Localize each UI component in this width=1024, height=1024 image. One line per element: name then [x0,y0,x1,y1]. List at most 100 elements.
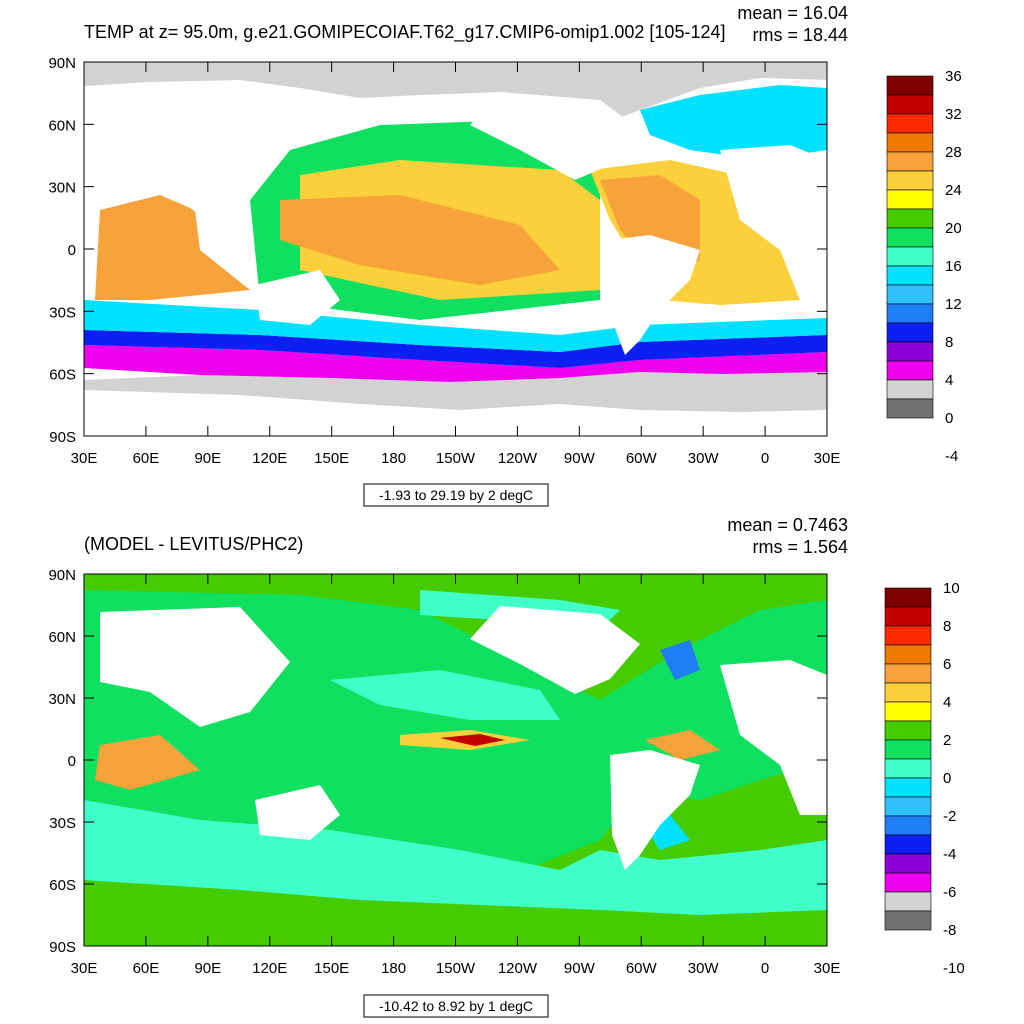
colorbar-swatch [886,303,934,324]
antarctic-ice [84,366,827,412]
gulf-stream-cold [660,640,700,680]
australia [255,270,340,325]
lon-label: 60E [133,960,160,977]
colorbar-label: 6 [943,656,951,673]
lat-label: 90N [48,55,76,72]
lon-label: 30E [814,450,841,467]
lat-label: 30S [49,304,76,321]
colorbar-swatch [884,777,932,798]
colorbar-swatch [886,379,934,400]
lon-axis: 30E 60E 90E 120E 150E 180 150W 120W 90W 60W 30W 0 30… [71,62,841,467]
lon-label: 90E [194,450,221,467]
lon-label: 0 [761,450,769,467]
lon-label: 30W [688,960,720,977]
colorbar-swatch [884,853,932,874]
lat-label: 90N [48,567,76,584]
colorbar-swatch [884,739,932,760]
lon-label: 120E [252,450,287,467]
arctic-ice [84,62,827,125]
rms-stat: rms = 1.564 [752,537,848,557]
colorbar-swatch [884,834,932,855]
colorbar-swatch [886,189,934,210]
map-plot [83,573,828,947]
colorbar-swatch [886,265,934,286]
lon-label: 150W [436,960,476,977]
south-america [610,750,700,870]
lat-label: 30N [48,691,76,708]
colorbar-swatch [884,815,932,836]
lon-label: 150E [314,450,349,467]
colorbar-label: 12 [945,296,962,313]
lat-label: 60S [49,367,76,384]
colorbar-swatch [886,170,934,191]
lat-label: 60S [49,877,76,894]
lon-label: 30E [814,960,841,977]
colorbar-label: 0 [943,770,951,787]
range-caption: -10.42 to 8.92 by 1 degC [379,998,533,1014]
colorbar-label: 4 [945,372,953,389]
lat-label: 0 [68,242,76,259]
lon-axis: 30E 60E 90E 120E 150E 180 150W 120W 90W 60W 30W 0 30… [71,574,841,977]
mean-stat: mean = 16.04 [737,3,848,23]
lat-axis: 90N 60N 30N 0 30S 60S 90S [48,55,827,446]
colorbar-swatch [884,720,932,741]
lon-label: 150E [314,960,349,977]
colorbar-label: 10 [943,580,960,597]
colorbar-label: -4 [943,846,956,863]
north-atlantic-cool [640,85,827,160]
asia [100,607,290,727]
asia [100,95,290,215]
colorbar-label: 8 [945,334,953,351]
lon-label: 0 [761,960,769,977]
map-plot [83,61,828,437]
colorbar-swatch [884,796,932,817]
colorbar-swatch [886,227,934,248]
colorbar-swatch [884,625,932,646]
lon-label: 60E [133,450,160,467]
panel-title: (MODEL - LEVITUS/PHC2) [84,534,303,554]
lon-label: 60W [626,960,658,977]
lon-label: 180 [381,450,406,467]
colorbar-label: 36 [945,68,962,85]
colorbar-swatch [886,132,934,153]
equatorial-hot [440,734,505,746]
colorbar-label: 24 [945,182,962,199]
panel-bottom: (MODEL - LEVITUS/PHC2) mean = 0.7463 rms… [48,515,965,1018]
colorbar-swatch [884,644,932,665]
colorbar-label: -10 [943,960,965,977]
australia [255,785,340,840]
colorbar-swatch [886,75,934,96]
lon-label: 30W [688,450,720,467]
colorbar-label: -2 [943,808,956,825]
colorbar-label: 16 [945,258,962,275]
lon-label: 180 [381,960,406,977]
rms-stat: rms = 18.44 [752,25,848,45]
colorbar-swatch [886,284,934,305]
lon-label: 90W [564,960,596,977]
colorbar-swatch [886,398,934,419]
colorbar: 36 32 28 24 20 16 12 8 4 0 -4 [886,68,962,465]
colorbar-swatch [886,94,934,115]
colorbar-label: 2 [943,732,951,749]
africa [720,145,827,300]
range-caption-box [363,483,549,507]
pacific-cool [330,670,560,720]
lon-label: 120W [498,960,538,977]
colorbar-swatch [886,360,934,381]
south-america [610,235,700,355]
pacific-warm [280,195,560,285]
colorbar-swatch [884,891,932,912]
lon-label: 120W [498,450,538,467]
colorbar-swatch [884,663,932,684]
colorbar-swatch [884,910,932,931]
lon-label: 30E [71,960,98,977]
range-caption: -1.93 to 29.19 by 2 degC [379,487,533,503]
africa [720,660,827,815]
lat-label: 90S [49,939,76,956]
lon-label: 120E [252,960,287,977]
panel-title: TEMP at z= 95.0m, g.e21.GOMIPECOIAF.T62_… [84,22,725,43]
colorbar-label: 28 [945,144,962,161]
colorbar-swatch [884,682,932,703]
lat-label: 0 [68,753,76,770]
indian-warm [95,195,250,300]
